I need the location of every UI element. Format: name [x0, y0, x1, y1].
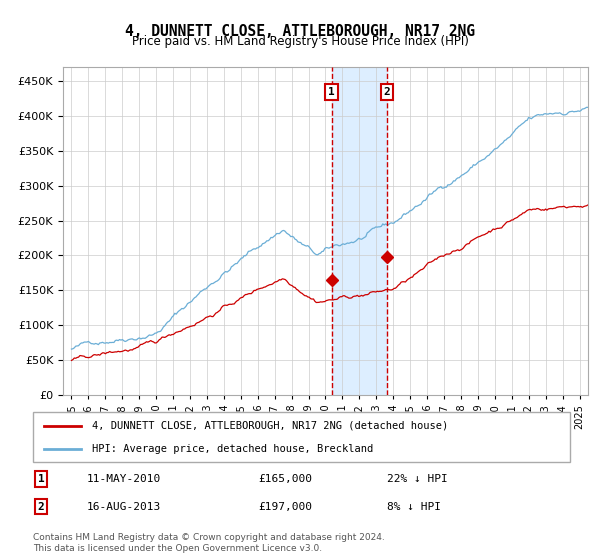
Text: Contains HM Land Registry data © Crown copyright and database right 2024.
This d: Contains HM Land Registry data © Crown c…	[33, 533, 385, 553]
Text: 1: 1	[38, 474, 44, 484]
Text: 4, DUNNETT CLOSE, ATTLEBOROUGH, NR17 2NG (detached house): 4, DUNNETT CLOSE, ATTLEBOROUGH, NR17 2NG…	[92, 421, 448, 431]
Text: 2: 2	[383, 87, 390, 97]
Text: 8% ↓ HPI: 8% ↓ HPI	[388, 502, 442, 512]
Text: Price paid vs. HM Land Registry's House Price Index (HPI): Price paid vs. HM Land Registry's House …	[131, 35, 469, 48]
Text: 1: 1	[328, 87, 335, 97]
Bar	[332, 67, 387, 395]
Text: 2: 2	[38, 502, 44, 512]
Text: 4, DUNNETT CLOSE, ATTLEBOROUGH, NR17 2NG: 4, DUNNETT CLOSE, ATTLEBOROUGH, NR17 2NG	[125, 24, 475, 39]
Text: 11-MAY-2010: 11-MAY-2010	[87, 474, 161, 484]
Text: £197,000: £197,000	[259, 502, 313, 512]
Text: HPI: Average price, detached house, Breckland: HPI: Average price, detached house, Brec…	[92, 445, 373, 454]
Text: £165,000: £165,000	[259, 474, 313, 484]
FancyBboxPatch shape	[33, 412, 570, 462]
Text: 16-AUG-2013: 16-AUG-2013	[87, 502, 161, 512]
Text: 22% ↓ HPI: 22% ↓ HPI	[388, 474, 448, 484]
